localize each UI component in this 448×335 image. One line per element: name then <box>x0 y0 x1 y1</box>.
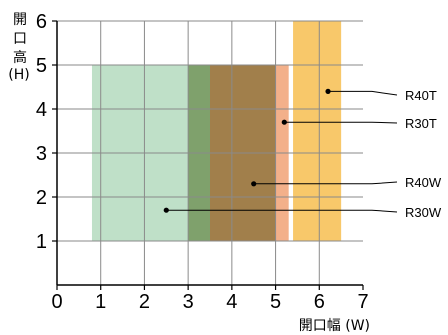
x-tick-label: 0 <box>51 291 62 313</box>
leader-marker-r30w <box>163 207 169 213</box>
leader-line-r40t <box>328 90 398 96</box>
x-tick-label: 7 <box>357 291 368 313</box>
series-region-r40t <box>293 21 342 241</box>
x-tick-label: 5 <box>270 291 281 313</box>
series-label-r30w: R30W <box>405 205 442 220</box>
series-label-r40w: R40W <box>405 175 442 190</box>
y-tick-label: 6 <box>36 11 47 33</box>
x-tick-label: 3 <box>183 291 194 313</box>
y-axis-title-char: 高 <box>13 49 27 66</box>
x-tick-label: 2 <box>139 291 150 313</box>
y-axis-title-char: 開 <box>13 12 27 28</box>
x-axis-title: 開口幅 (W) <box>299 318 370 334</box>
y-axis-title-char: (H) <box>8 67 29 83</box>
leader-marker-r40w <box>251 181 257 187</box>
y-tick-label: 5 <box>36 55 47 77</box>
leader-line-r30w <box>166 209 398 213</box>
x-tick-label: 6 <box>314 291 325 313</box>
y-tick-label: 3 <box>36 143 47 165</box>
x-tick-label: 1 <box>95 291 106 313</box>
series-label-r40t: R40T <box>405 88 437 103</box>
leader-line-r40w <box>253 181 398 185</box>
y-tick-label: 4 <box>36 99 47 121</box>
series-label-r30t: R30T <box>405 116 437 131</box>
y-tick-label: 2 <box>36 187 47 209</box>
x-tick-label: 4 <box>226 291 237 313</box>
y-axis-title-char: 口 <box>13 31 27 47</box>
leader-line-r30t <box>284 121 398 124</box>
y-tick-label: 1 <box>36 231 47 253</box>
